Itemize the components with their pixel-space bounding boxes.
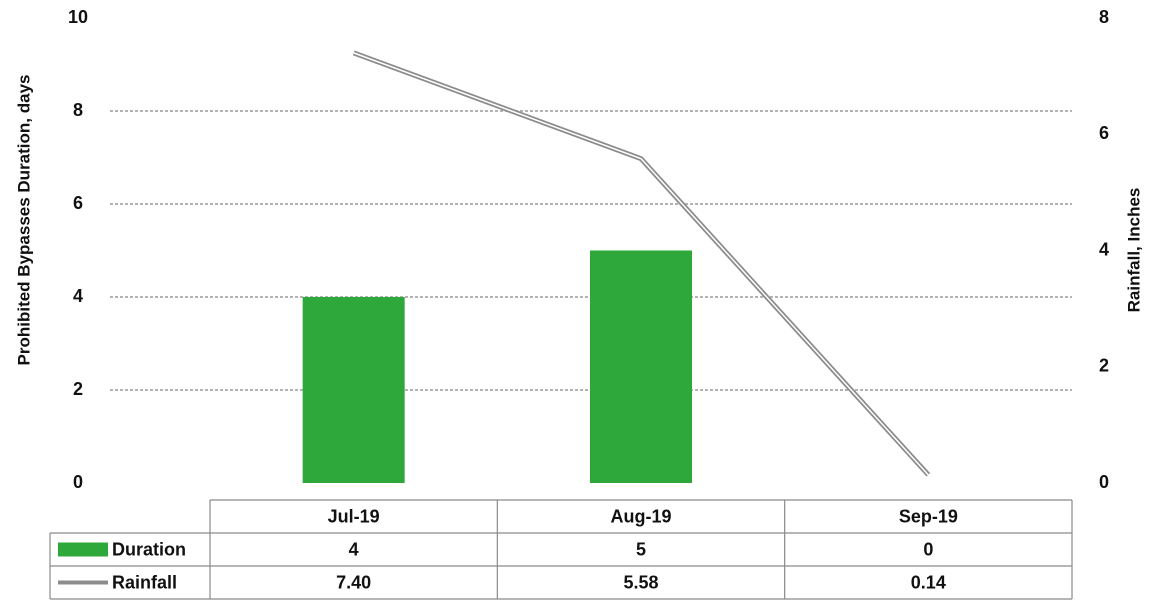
rainfall-line-highlight bbox=[353, 52, 929, 476]
data-table: Jul-19 Aug-19 Sep-19 Duration 4 5 0 Rainfall 7.4… bbox=[49, 499, 1073, 600]
data-table-value: 4 bbox=[349, 539, 359, 559]
left-axis-title: Prohibited Bypasses Duration, days bbox=[14, 75, 33, 366]
right-tick-label: 6 bbox=[1099, 123, 1109, 143]
right-tick-label: 0 bbox=[1099, 472, 1109, 492]
left-tick-label: 8 bbox=[73, 100, 83, 120]
data-table-value: 5 bbox=[636, 539, 646, 559]
right-axis-title: Rainfall, Inches bbox=[1124, 188, 1143, 313]
duration-bar bbox=[590, 250, 692, 483]
duration-bar bbox=[302, 297, 405, 483]
data-table-value: 0 bbox=[923, 539, 933, 559]
data-table-value: 7.40 bbox=[336, 572, 371, 592]
data-table-value: 0.14 bbox=[911, 572, 946, 592]
left-axis-ticks: 0 2 4 6 8 10 bbox=[68, 7, 88, 492]
category-label: Sep-19 bbox=[899, 506, 958, 526]
left-tick-label: 6 bbox=[73, 193, 83, 213]
category-label: Aug-19 bbox=[610, 506, 671, 526]
right-tick-label: 8 bbox=[1099, 7, 1109, 27]
left-tick-label: 2 bbox=[73, 379, 83, 399]
duration-bars bbox=[302, 250, 692, 483]
right-tick-label: 2 bbox=[1099, 356, 1109, 376]
left-tick-label: 4 bbox=[73, 286, 83, 306]
category-label: Jul-19 bbox=[328, 506, 380, 526]
legend-swatch-duration bbox=[58, 542, 108, 557]
right-axis-ticks: 0 2 4 6 8 bbox=[1099, 7, 1109, 492]
right-tick-label: 4 bbox=[1099, 239, 1109, 259]
rainfall-line-group bbox=[352, 50, 931, 477]
legend-series-name: Rainfall bbox=[112, 572, 177, 592]
legend-series-name: Duration bbox=[112, 539, 186, 559]
data-table-value: 5.58 bbox=[623, 572, 658, 592]
left-tick-label: 10 bbox=[68, 7, 88, 27]
left-tick-label: 0 bbox=[73, 472, 83, 492]
